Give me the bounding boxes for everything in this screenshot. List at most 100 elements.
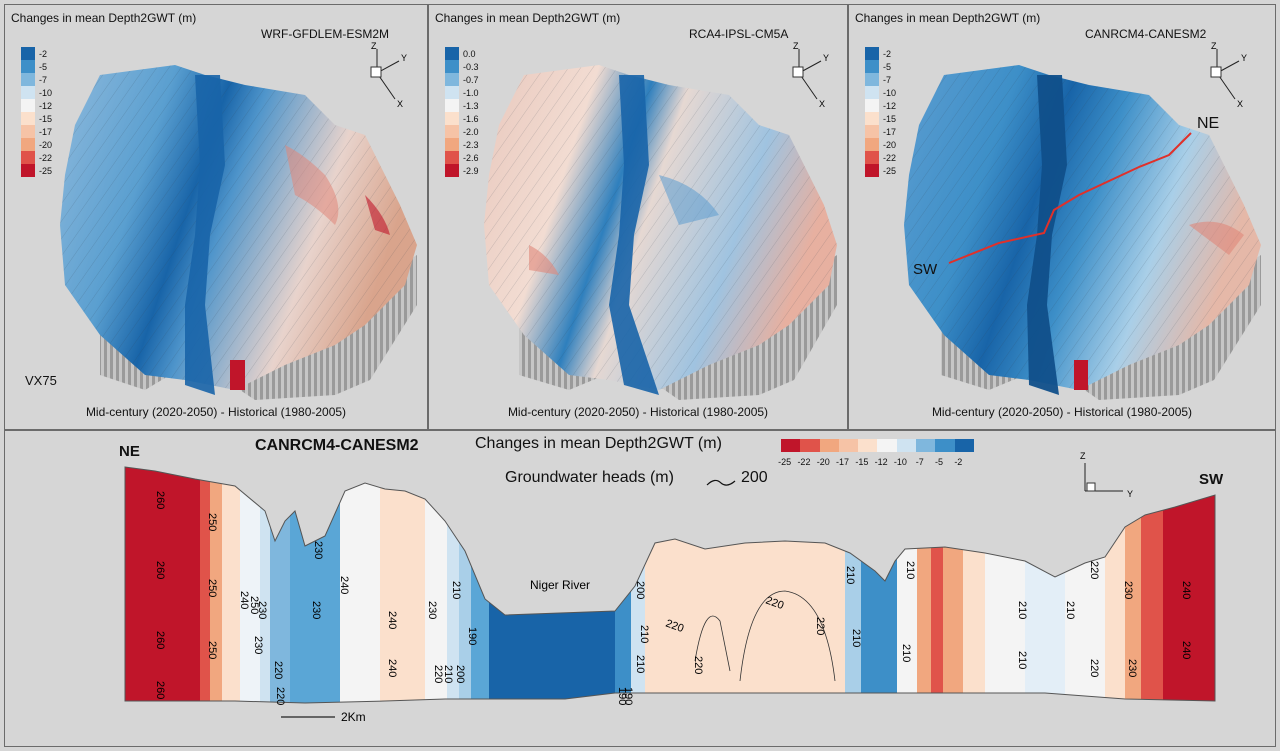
legend-label: -12 [883,100,897,111]
legend-label: -7 [915,457,924,467]
legend-entry: -2 [21,47,52,60]
contour-label: 190 [616,687,628,705]
legend-swatch [865,99,879,112]
legend-swatch [445,112,459,125]
contour-label: 260 [154,561,166,579]
contour-label: 220 [814,617,826,635]
legend-label: -20 [883,139,897,150]
legend-label: 0.0 [463,48,476,59]
panel-title: Changes in mean Depth2GWT (m) [435,11,621,25]
period-caption: Mid-century (2020-2050) - Historical (19… [931,405,1193,419]
legend-label: -17 [883,126,897,137]
contour-label: 220 [272,661,284,679]
axis-y-label: Y [1127,489,1133,499]
section-line [948,132,1192,264]
legend-label: -15 [883,113,897,124]
panel-title: Changes in mean Depth2GWT (m) [11,11,197,25]
legend-entry: -20 [21,138,52,151]
legend-entry: -17 [21,125,52,138]
contour-label: 220 [664,618,685,636]
terrain-map [904,65,1261,400]
legend-label: -22 [883,152,897,163]
axis-z-label: Z [793,41,799,51]
legend-label: -25 [778,457,792,467]
legend-label: -17 [39,126,53,137]
legend-swatch [21,73,35,86]
legend-label: -17 [836,457,850,467]
legend-label: -20 [39,139,53,150]
contour-label: 240 [338,576,350,594]
legend-swatch [935,439,955,452]
contour-label: 250 [248,596,260,614]
axis-triad: Z Y X [781,39,831,109]
contour-label: 260 [154,491,166,509]
legend-entry: -22 [865,151,896,164]
legend-label: -2.9 [463,165,479,176]
contour-label: 210 [638,625,650,643]
period-caption: Mid-century (2020-2050) - Historical (19… [507,405,769,419]
legend-entry: -15 [865,112,896,125]
heads-line-icon [706,479,736,486]
legend-label: -15 [39,113,53,124]
cross-section-panel: CANRCM4-CANESM2 Changes in mean Depth2GW… [4,430,1276,747]
legend-swatch [21,164,35,177]
legend-entry: -2.0 [445,125,479,138]
legend-swatch [865,164,879,177]
river-valley [609,75,659,395]
axis-z-label: Z [1080,451,1086,461]
legend-label: -10 [39,87,53,98]
heads-legend-value: 200 [741,469,768,486]
contour-label: 220 [274,687,286,705]
section-model-name: CANRCM4-CANESM2 [255,437,419,454]
axis-x-label: X [819,99,825,109]
legend-label: -0.7 [463,74,479,85]
legend-swatch [916,439,936,452]
horizontal-color-legend [781,439,974,452]
contour-label: 230 [310,601,322,619]
legend-swatch [21,125,35,138]
legend-swatch [865,125,879,138]
legend-label: -2 [883,48,892,59]
legend-swatch [445,138,459,151]
legend-swatch [865,73,879,86]
contour-label: 240 [1180,581,1192,599]
legend-entry: -2 [865,47,896,60]
model-name: RCA4-IPSL-CM5A [689,27,789,41]
contour-label: 230 [1122,581,1134,599]
legend-label: -1.3 [463,100,479,111]
panel-wrf-gfdlem: Changes in mean Depth2GWT (m) WRF-GFDLEM… [4,4,428,430]
legend-entry: -25 [21,164,52,177]
legend-label: -2 [39,48,48,59]
legend-entry: -0.3 [445,60,479,73]
legend-swatch [445,86,459,99]
heads-legend-label: Groundwater heads (m) [505,469,674,486]
legend-entry: -7 [21,73,52,86]
contour-label: 220 [764,595,785,613]
contour-label: 240 [386,659,398,677]
legend-label: -10 [883,87,897,98]
contour-label: 190 [466,627,478,645]
section-end-sw: SW [1199,471,1224,488]
legend-entry: -7 [865,73,896,86]
legend-swatch [21,151,35,164]
contour-label: 210 [900,644,912,662]
legend-swatch [819,439,839,452]
axis-triad: Z Y X [1199,39,1249,109]
legend-entry: -0.7 [445,73,479,86]
color-legend: -2 -5 -7 -10 -12 -15 -17 -20 -22 -25 [21,47,52,177]
contour-label: 210 [1064,601,1076,619]
legend-label: -2.0 [463,126,479,137]
section-end-ne: NE [119,443,140,460]
legend-label: -1.6 [463,113,479,124]
contour-label: 210 [450,581,462,599]
contour-label: 250 [206,641,218,659]
legend-label: -25 [39,165,53,176]
axis-y-label: Y [1241,53,1247,63]
legend-entry: -15 [21,112,52,125]
model-name: CANRCM4-CANESM2 [1085,27,1207,41]
legend-label: -22 [39,152,53,163]
legend-swatch [445,164,459,177]
legend-label: -20 [816,457,830,467]
site-label: VX75 [25,373,57,388]
cross-section-profile: 2602602602602502502502402502302302202202… [124,466,1216,724]
